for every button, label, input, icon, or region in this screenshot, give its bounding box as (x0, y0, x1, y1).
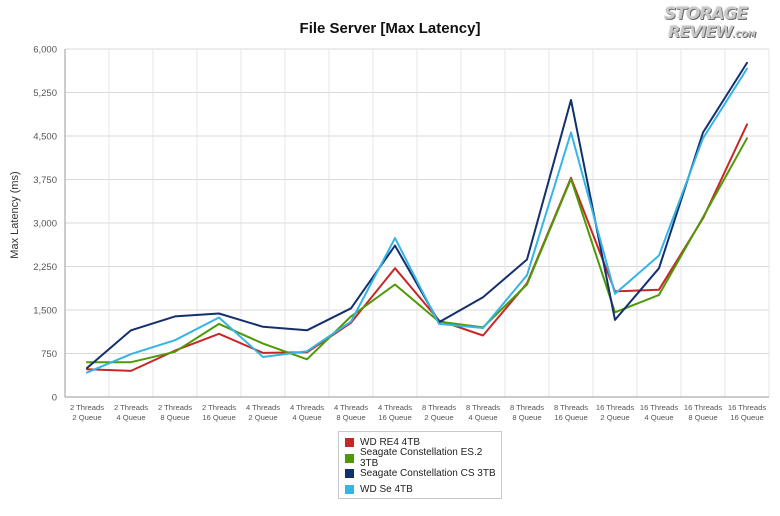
y-tick-label: 3,000 (33, 219, 57, 230)
logo-line-2-text: REVIEW (668, 22, 733, 41)
series-line-1 (86, 123, 748, 372)
y-axis-label: Max Latency (ms) (9, 171, 21, 258)
x-tick-label: 16 Threads 2 Queue (596, 403, 634, 422)
x-tick-label: 16 Threads 8 Queue (684, 403, 722, 422)
axes (64, 49, 769, 398)
legend-swatch (345, 438, 354, 448)
x-tick-label: 4 Threads 2 Queue (246, 403, 280, 422)
series-line-3 (86, 61, 748, 369)
x-tick-label: 2 Threads 8 Queue (158, 403, 192, 422)
x-tick-label: 8 Threads 4 Queue (466, 403, 500, 422)
series-line-4 (86, 67, 748, 374)
y-tick-label: 1,500 (33, 306, 57, 317)
legend-item: Seagate Constellation ES.2 3TB (345, 447, 501, 469)
logo-line-2: REVIEW.COM (664, 23, 768, 43)
y-tick-label: 5,250 (33, 88, 57, 99)
x-tick-label: 2 Threads 2 Queue (70, 403, 104, 422)
x-tick-label: 16 Threads 4 Queue (640, 403, 678, 422)
y-tick-label: 4,500 (33, 132, 57, 143)
x-tick-label: 16 Threads 16 Queue (728, 403, 766, 422)
chart-title: File Server [Max Latency] (299, 20, 481, 37)
gridlines (64, 48, 770, 398)
legend-label: WD RE4 4TB (360, 437, 421, 449)
legend-item: WD RE4 4TB (345, 435, 501, 451)
x-tick-label: 8 Threads 16 Queue (554, 403, 588, 422)
legend-item: WD Se 4TB (345, 482, 501, 498)
y-tick-label: 6,000 (33, 45, 57, 56)
y-tick-label: 750 (41, 349, 57, 360)
legend-swatch (345, 469, 354, 479)
legend-swatch (345, 453, 354, 463)
x-tick-label: 2 Threads 16 Queue (202, 403, 236, 422)
x-tick-label: 4 Threads 4 Queue (290, 403, 324, 422)
tick-labels: 0 750 1,500 2,250 3,000 3,750 4,500 5,250 6,000 2… (33, 45, 766, 423)
storagereview-logo: STORAGE REVIEW.COM (664, 6, 768, 42)
x-tick-label: 8 Threads 8 Queue (510, 403, 544, 422)
y-tick-label: 3,750 (33, 175, 57, 186)
logo-line-1: STORAGE (664, 4, 748, 24)
logo-suffix: .COM (732, 30, 756, 39)
series-line-2 (86, 137, 748, 364)
legend-label: Seagate Constellation ES.2 3TB (360, 447, 483, 470)
x-tick-label: 4 Threads 8 Queue (334, 403, 368, 422)
legend-label: Seagate Constellation CS 3TB (360, 468, 496, 480)
x-tick-label: 2 Threads 4 Queue (114, 403, 148, 422)
legend-item: Seagate Constellation CS 3TB (345, 466, 501, 482)
x-tick-label: 8 Threads 2 Queue (422, 403, 456, 422)
series-lines (86, 61, 748, 374)
legend-label: WD Se 4TB (360, 483, 413, 495)
y-tick-label: 2,250 (33, 262, 57, 273)
x-tick-label: 4 Threads 16 Queue (378, 403, 412, 422)
legend: WD RE4 4TB Seagate Constellation ES.2 3TB… (338, 431, 502, 499)
legend-swatch (345, 484, 354, 494)
y-tick-label: 0 (52, 393, 57, 404)
